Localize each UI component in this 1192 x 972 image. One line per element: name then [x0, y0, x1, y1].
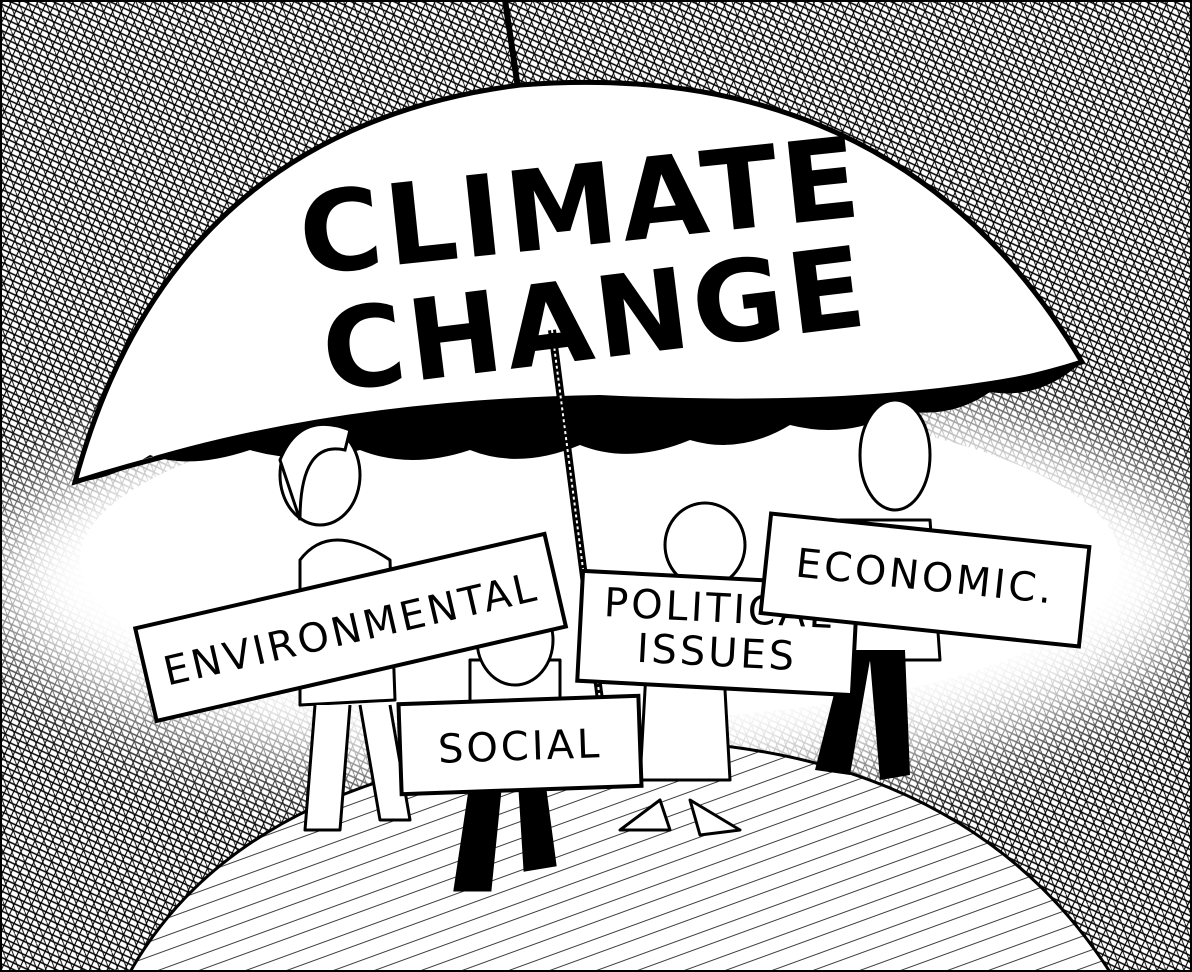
- cartoon: CLIMATE CHANGE ENVIRONMENTAL SOCIAL POLI…: [0, 0, 1192, 972]
- sign-text: ISSUES: [636, 626, 799, 680]
- sign-text: SOCIAL: [437, 721, 603, 773]
- page: Cartoon {"umbrella": {"lines": ["CLIMATE…: [0, 0, 1192, 972]
- sign: SOCIAL: [399, 696, 642, 794]
- body: CLIMATE CHANGE ENVIRONMENTAL SOCIAL POLI…: [0, 0, 1192, 972]
